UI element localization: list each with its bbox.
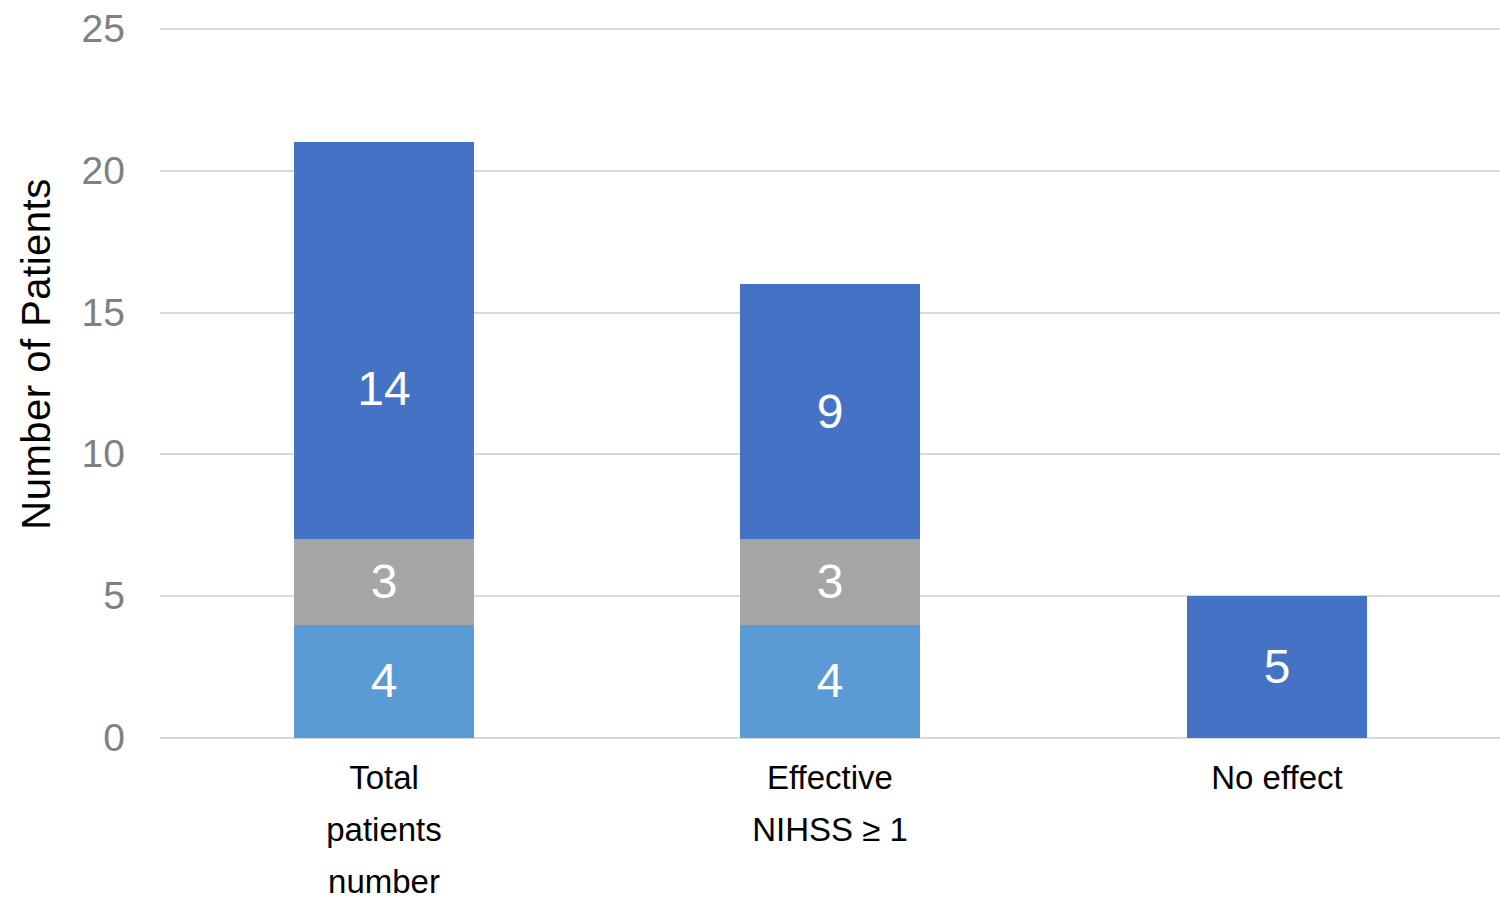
y-tick-label: 25 [30,5,125,53]
y-tick-label: 20 [30,147,125,195]
x-category-label-line: Effective [640,752,1020,804]
x-category-label-line: patients [194,804,574,856]
bar-segment-top-segment: 9 [740,284,920,539]
bar-segment-middle-segment: 3 [294,539,474,624]
x-category-label-line: No effect [1087,752,1467,804]
x-category-label: Totalpatientsnumber [194,752,574,904]
data-label: 14 [357,365,410,413]
data-label: 4 [371,657,398,705]
x-category-label-line: number [194,856,574,904]
x-category-label: No effect [1087,752,1467,804]
bar-segment-bottom-segment: 4 [740,625,920,738]
data-label: 4 [817,657,844,705]
bar-segment-bottom-segment: 4 [294,625,474,738]
bar-segment-middle-segment: 3 [740,539,920,624]
y-tick-label: 5 [30,572,125,620]
y-tick-label: 0 [30,714,125,762]
y-tick-label: 10 [30,430,125,478]
bar-segment-top-segment: 5 [1187,596,1367,738]
x-category-label: EffectiveNIHSS ≥ 1 [640,752,1020,856]
x-category-label-line: NIHSS ≥ 1 [640,804,1020,856]
data-label: 5 [1264,643,1291,691]
bar-segment-top-segment: 14 [294,142,474,539]
data-label: 3 [817,558,844,606]
x-category-label-line: Total [194,752,574,804]
data-label: 9 [817,388,844,436]
stacked-bar-chart: Number of Patients 05101520254314Totalpa… [0,0,1500,904]
data-label: 3 [371,558,398,606]
gridline [160,28,1500,30]
y-tick-label: 15 [30,289,125,337]
